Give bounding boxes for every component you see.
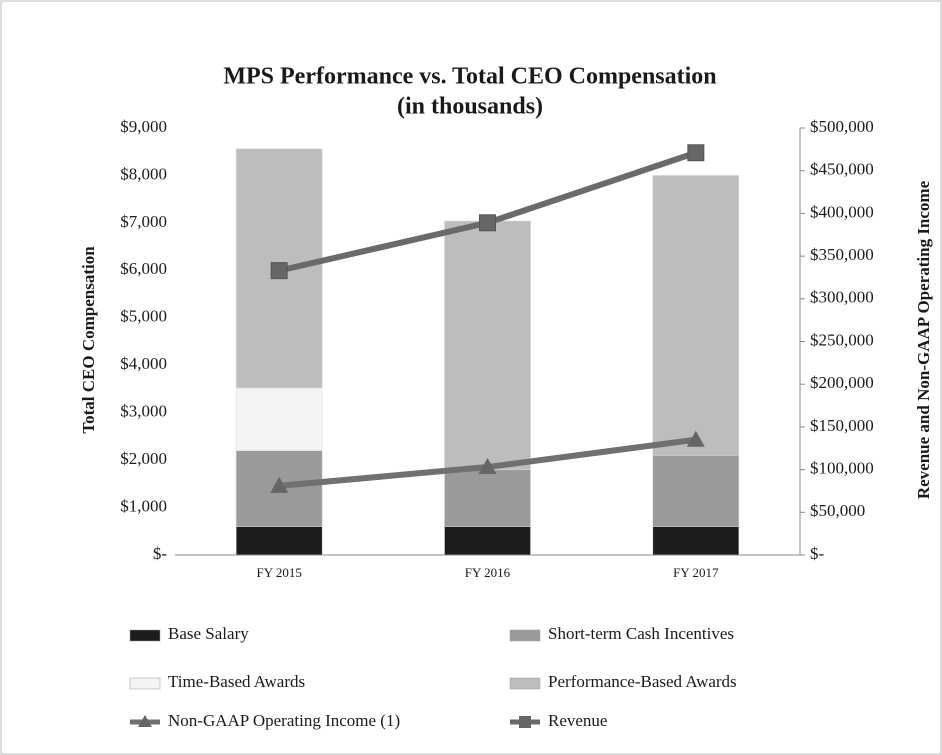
- y2-tick-label: $300,000: [810, 288, 874, 307]
- y2-tick-label: $500,000: [810, 117, 874, 136]
- bar-segment: [444, 469, 531, 527]
- y-tick-label: $5,000: [120, 307, 167, 326]
- x-tick-label: FY 2016: [465, 565, 511, 580]
- bar-segment: [652, 455, 740, 527]
- legend-swatch: [129, 677, 161, 690]
- y-tick-label: $9,000: [120, 117, 167, 136]
- y-tick-label: $3,000: [120, 402, 167, 421]
- bar-segment: [444, 526, 531, 556]
- line-marker: [270, 476, 289, 493]
- y-tick-label: $1,000: [120, 496, 167, 515]
- y2-axis-title: Revenue and Non-GAAP Operating Income: [914, 180, 933, 499]
- y-tick-label: $7,000: [120, 212, 167, 231]
- chart-title: MPS Performance vs. Total CEO Compensati…: [223, 64, 716, 90]
- y2-tick-label: $450,000: [810, 160, 874, 179]
- line-marker: [687, 144, 705, 162]
- y-tick-label: $4,000: [120, 354, 167, 373]
- line-marker: [479, 214, 496, 232]
- legend-label: Non-GAAP Operating Income (1): [168, 711, 400, 730]
- line-marker: [686, 430, 705, 447]
- y2-tick-label: $350,000: [810, 245, 874, 264]
- y2-tick-label: $150,000: [810, 416, 874, 435]
- y-tick-label: $8,000: [120, 164, 167, 183]
- legend-label: Short-term Cash Incentives: [548, 624, 734, 643]
- line-marker: [270, 262, 288, 280]
- chart-subtitle: (in thousands): [397, 94, 543, 120]
- legend-label: Time-Based Awards: [168, 672, 305, 691]
- y-tick-label: $2,000: [120, 449, 167, 468]
- y2-tick-label: $200,000: [810, 373, 874, 392]
- bar-segment: [652, 175, 740, 456]
- legend-label: Revenue: [548, 711, 607, 730]
- line-marker: [478, 458, 497, 475]
- bar-segment: [235, 387, 323, 451]
- legend-marker: [519, 716, 531, 728]
- y2-tick-label: $400,000: [810, 202, 874, 221]
- x-tick-label: FY 2015: [256, 565, 301, 580]
- bar-segment: [235, 148, 323, 389]
- legend-swatch: [509, 677, 541, 690]
- bar-segment: [444, 220, 531, 470]
- x-tick-label: FY 2017: [673, 565, 719, 580]
- y2-tick-label: $100,000: [810, 459, 874, 478]
- legend-swatch: [509, 629, 541, 642]
- y2-tick-label: $50,000: [810, 501, 865, 520]
- legend-label: Performance-Based Awards: [548, 672, 737, 691]
- y2-tick-label: $-: [810, 544, 825, 563]
- y-tick-label: $6,000: [120, 259, 167, 278]
- legend-swatch: [129, 629, 161, 642]
- bar-segment: [235, 526, 323, 556]
- legend-marker: [138, 715, 152, 727]
- y2-tick-label: $250,000: [810, 330, 874, 349]
- legend-label: Base Salary: [168, 624, 249, 643]
- y-axis-title: Total CEO Compensation: [79, 246, 98, 434]
- y-tick-label: $-: [153, 544, 168, 563]
- bar-segment: [652, 526, 740, 556]
